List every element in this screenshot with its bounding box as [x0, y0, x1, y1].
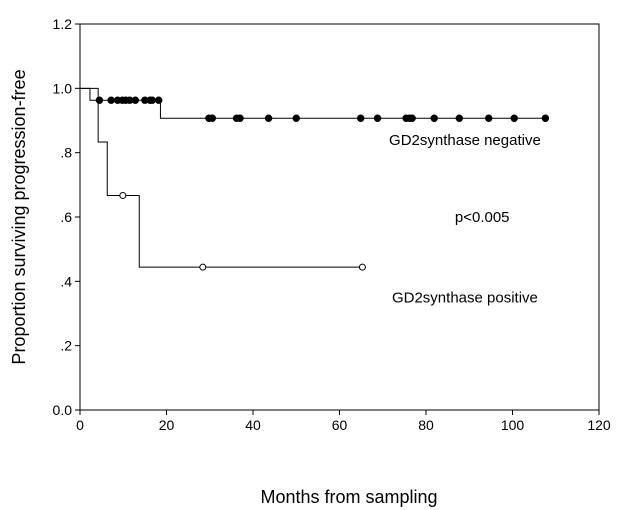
y-tick-label: .2 — [60, 338, 72, 354]
censor-marker — [541, 114, 550, 122]
x-tick-label: 80 — [418, 417, 434, 433]
censor-marker — [510, 114, 518, 122]
axes: 0 20 40 60 80 100 120 0.0 .2 .4 .6 .8 1.0 1.2 — [53, 16, 611, 433]
x-tick-label: 40 — [245, 417, 261, 433]
censor-marker — [292, 114, 300, 122]
censor-marker — [430, 114, 438, 122]
censor-marker — [356, 114, 365, 122]
chart-annotation: p<0.005 — [455, 209, 510, 226]
censor-marker — [485, 114, 493, 122]
y-tick-label: 0.0 — [53, 402, 73, 418]
censor-marker — [264, 114, 273, 122]
annotations: GD2synthase negative p<0.005 GD2synthase p… — [389, 132, 541, 307]
series-positive — [80, 87, 366, 271]
series-negative — [80, 87, 550, 122]
censor-marker — [148, 96, 156, 104]
censor-marker — [95, 96, 104, 104]
censor-marker — [236, 114, 244, 122]
censor-marker — [199, 263, 207, 271]
y-tick-label: 1.0 — [53, 80, 73, 96]
plot-frame — [79, 23, 600, 411]
y-tick-label: 1.2 — [53, 16, 73, 32]
censor-marker — [131, 96, 140, 104]
censor-marker — [208, 114, 217, 122]
x-tick-label: 0 — [76, 417, 84, 433]
y-tick-label: .4 — [60, 273, 72, 289]
x-tick-label: 20 — [159, 417, 175, 433]
survival-step-line — [80, 87, 363, 268]
y-tick-label: .8 — [60, 145, 72, 161]
x-tick-label: 120 — [587, 417, 611, 433]
x-axis-title: Months from sampling — [260, 487, 437, 507]
censor-marker — [107, 96, 115, 104]
censor-marker — [155, 96, 163, 104]
censor-marker — [455, 114, 464, 122]
x-tick-label: 60 — [332, 417, 348, 433]
series-layer — [80, 87, 550, 271]
censor-marker — [408, 114, 416, 122]
y-axis-title: Proportion surviving progression-free — [9, 69, 29, 364]
chart-annotation: GD2synthase negative — [389, 132, 541, 149]
y-tick-label: .6 — [60, 209, 72, 225]
censor-marker — [358, 263, 366, 271]
chart-annotation: GD2synthase positive — [392, 289, 538, 306]
x-tick-label: 100 — [501, 417, 525, 433]
censor-marker — [373, 114, 382, 122]
censor-marker — [119, 191, 127, 199]
